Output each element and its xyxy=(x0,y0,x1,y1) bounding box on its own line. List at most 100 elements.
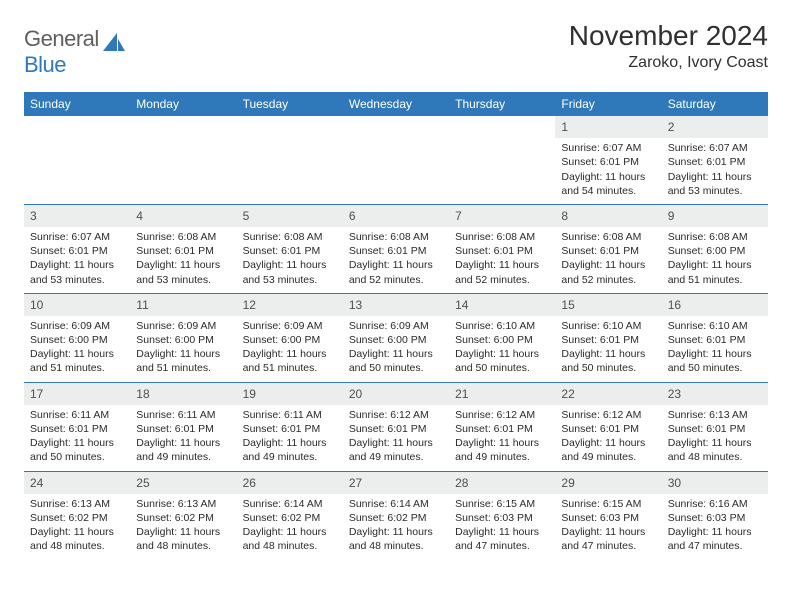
detail-line: Daylight: 11 hours and 50 minutes. xyxy=(561,347,655,375)
calendar-cell: 3Sunrise: 6:07 AMSunset: 6:01 PMDaylight… xyxy=(24,204,130,293)
calendar-week: 17Sunrise: 6:11 AMSunset: 6:01 PMDayligh… xyxy=(24,382,768,471)
detail-line: Sunrise: 6:15 AM xyxy=(455,497,549,511)
detail-line: Sunset: 6:02 PM xyxy=(349,511,443,525)
detail-line: Daylight: 11 hours and 52 minutes. xyxy=(455,258,549,286)
detail-line: Sunset: 6:00 PM xyxy=(668,244,762,258)
calendar-cell: 14Sunrise: 6:10 AMSunset: 6:00 PMDayligh… xyxy=(449,293,555,382)
day-details: Sunrise: 6:15 AMSunset: 6:03 PMDaylight:… xyxy=(561,497,655,554)
day-details: Sunrise: 6:13 AMSunset: 6:02 PMDaylight:… xyxy=(30,497,124,554)
detail-line: Sunset: 6:01 PM xyxy=(455,422,549,436)
detail-line: Sunset: 6:00 PM xyxy=(455,333,549,347)
day-number: 7 xyxy=(449,205,555,227)
day-number: 11 xyxy=(130,294,236,316)
detail-line: Sunset: 6:03 PM xyxy=(561,511,655,525)
day-details: Sunrise: 6:09 AMSunset: 6:00 PMDaylight:… xyxy=(30,319,124,376)
detail-line: Daylight: 11 hours and 53 minutes. xyxy=(30,258,124,286)
day-header: Saturday xyxy=(662,92,768,116)
day-header: Monday xyxy=(130,92,236,116)
detail-line: Sunset: 6:01 PM xyxy=(349,422,443,436)
calendar-cell: 8 Sunrise: 6:08 AMSunset: 6:01 PMDaylight… xyxy=(555,204,661,293)
day-details: Sunrise: 6:09 AMSunset: 6:00 PMDaylight:… xyxy=(136,319,230,376)
day-details: Sunrise: 6:09 AMSunset: 6:00 PMDaylight:… xyxy=(349,319,443,376)
day-number: 2 xyxy=(662,116,768,138)
detail-line: Daylight: 11 hours and 51 minutes. xyxy=(136,347,230,375)
day-number: 5 xyxy=(237,205,343,227)
detail-line: Daylight: 11 hours and 51 minutes. xyxy=(30,347,124,375)
location: Zaroko, Ivory Coast xyxy=(569,54,768,72)
day-details: Sunrise: 6:10 AMSunset: 6:01 PMDaylight:… xyxy=(561,319,655,376)
day-number: 8 xyxy=(555,205,661,227)
detail-line: Daylight: 11 hours and 52 minutes. xyxy=(561,258,655,286)
day-header: Tuesday xyxy=(237,92,343,116)
detail-line: Sunset: 6:03 PM xyxy=(455,511,549,525)
brand-text: General Blue xyxy=(24,26,99,78)
detail-line: Sunrise: 6:11 AM xyxy=(243,408,337,422)
calendar-cell: 11 Sunrise: 6:09 AMSunset: 6:00 PMDayligh… xyxy=(130,293,236,382)
detail-line: Sunrise: 6:11 AM xyxy=(136,408,230,422)
day-number: 9 xyxy=(662,205,768,227)
detail-line: Daylight: 11 hours and 48 minutes. xyxy=(349,525,443,553)
day-details: Sunrise: 6:07 AMSunset: 6:01 PMDaylight:… xyxy=(668,141,762,198)
day-details: Sunrise: 6:10 AMSunset: 6:01 PMDaylight:… xyxy=(668,319,762,376)
brand-word1: General xyxy=(24,26,99,51)
day-details: Sunrise: 6:11 AMSunset: 6:01 PMDaylight:… xyxy=(30,408,124,465)
day-number: 26 xyxy=(237,472,343,494)
detail-line: Daylight: 11 hours and 48 minutes. xyxy=(30,525,124,553)
detail-line: Daylight: 11 hours and 49 minutes. xyxy=(349,436,443,464)
detail-line: Sunset: 6:01 PM xyxy=(30,422,124,436)
detail-line: Sunset: 6:01 PM xyxy=(668,155,762,169)
detail-line: Sunset: 6:00 PM xyxy=(136,333,230,347)
detail-line: Sunset: 6:01 PM xyxy=(668,422,762,436)
detail-line: Sunrise: 6:12 AM xyxy=(455,408,549,422)
detail-line: Sunrise: 6:08 AM xyxy=(243,230,337,244)
detail-line: Daylight: 11 hours and 48 minutes. xyxy=(243,525,337,553)
day-number: 24 xyxy=(24,472,130,494)
detail-line: Daylight: 11 hours and 47 minutes. xyxy=(455,525,549,553)
detail-line: Sunset: 6:01 PM xyxy=(243,422,337,436)
detail-line: Sunrise: 6:13 AM xyxy=(668,408,762,422)
calendar-cell: 28Sunrise: 6:15 AMSunset: 6:03 PMDayligh… xyxy=(449,471,555,559)
day-header: Thursday xyxy=(449,92,555,116)
detail-line: Daylight: 11 hours and 48 minutes. xyxy=(136,525,230,553)
calendar-cell: 27Sunrise: 6:14 AMSunset: 6:02 PMDayligh… xyxy=(343,471,449,559)
calendar-cell: 29 Sunrise: 6:15 AMSunset: 6:03 PMDayligh… xyxy=(555,471,661,559)
calendar-cell: 26Sunrise: 6:14 AMSunset: 6:02 PMDayligh… xyxy=(237,471,343,559)
detail-line: Daylight: 11 hours and 54 minutes. xyxy=(561,170,655,198)
day-number: 6 xyxy=(343,205,449,227)
calendar-cell: 23Sunrise: 6:13 AMSunset: 6:01 PMDayligh… xyxy=(662,382,768,471)
day-number: 29 xyxy=(555,472,661,494)
day-details: Sunrise: 6:12 AMSunset: 6:01 PMDaylight:… xyxy=(349,408,443,465)
detail-line: Sunset: 6:00 PM xyxy=(30,333,124,347)
detail-line: Sunset: 6:02 PM xyxy=(243,511,337,525)
detail-line: Daylight: 11 hours and 53 minutes. xyxy=(243,258,337,286)
calendar-page: General Blue November 2024 Zaroko, Ivory… xyxy=(0,0,792,579)
detail-line: Daylight: 11 hours and 48 minutes. xyxy=(668,436,762,464)
calendar-cell: 19Sunrise: 6:11 AMSunset: 6:01 PMDayligh… xyxy=(237,382,343,471)
title-block: November 2024 Zaroko, Ivory Coast xyxy=(569,20,768,72)
calendar-cell xyxy=(343,116,449,204)
detail-line: Sunrise: 6:16 AM xyxy=(668,497,762,511)
calendar-cell: 9 Sunrise: 6:08 AMSunset: 6:00 PMDaylight… xyxy=(662,204,768,293)
calendar-cell: 7Sunrise: 6:08 AMSunset: 6:01 PMDaylight… xyxy=(449,204,555,293)
header: General Blue November 2024 Zaroko, Ivory… xyxy=(24,20,768,78)
calendar-body: 1Sunrise: 6:07 AMSunset: 6:01 PMDaylight… xyxy=(24,116,768,559)
day-details: Sunrise: 6:08 AMSunset: 6:01 PMDaylight:… xyxy=(349,230,443,287)
brand-logo: General Blue xyxy=(24,26,127,78)
day-details: Sunrise: 6:13 AMSunset: 6:01 PMDaylight:… xyxy=(668,408,762,465)
detail-line: Sunrise: 6:13 AM xyxy=(30,497,124,511)
calendar-cell: 2 Sunrise: 6:07 AMSunset: 6:01 PMDaylight… xyxy=(662,116,768,204)
day-details: Sunrise: 6:08 AMSunset: 6:01 PMDaylight:… xyxy=(561,230,655,287)
day-details: Sunrise: 6:10 AMSunset: 6:00 PMDaylight:… xyxy=(455,319,549,376)
detail-line: Sunrise: 6:09 AM xyxy=(136,319,230,333)
calendar-cell: 20Sunrise: 6:12 AMSunset: 6:01 PMDayligh… xyxy=(343,382,449,471)
detail-line: Daylight: 11 hours and 49 minutes. xyxy=(561,436,655,464)
detail-line: Sunset: 6:01 PM xyxy=(561,155,655,169)
day-number: 22 xyxy=(555,383,661,405)
day-details: Sunrise: 6:08 AMSunset: 6:00 PMDaylight:… xyxy=(668,230,762,287)
detail-line: Sunrise: 6:08 AM xyxy=(668,230,762,244)
day-details: Sunrise: 6:12 AMSunset: 6:01 PMDaylight:… xyxy=(455,408,549,465)
calendar-cell: 13Sunrise: 6:09 AMSunset: 6:00 PMDayligh… xyxy=(343,293,449,382)
calendar-cell: 10Sunrise: 6:09 AMSunset: 6:00 PMDayligh… xyxy=(24,293,130,382)
day-number: 19 xyxy=(237,383,343,405)
day-number: 17 xyxy=(24,383,130,405)
